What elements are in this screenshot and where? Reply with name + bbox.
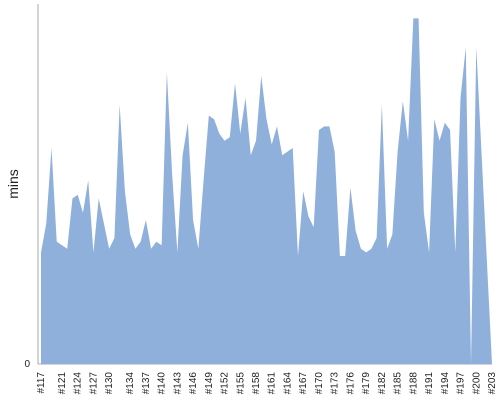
x-tick-label: #161 bbox=[267, 372, 278, 395]
x-tick-label: #137 bbox=[141, 372, 152, 395]
x-tick-label: #127 bbox=[88, 372, 99, 395]
y-axis-title: mins bbox=[5, 169, 21, 199]
x-tick-labels: #117 #121 #124 #127 #130 #134 #137 #140 #143 #146… bbox=[36, 372, 498, 395]
area-series-path bbox=[41, 18, 492, 365]
x-tick-label: #152 bbox=[220, 372, 231, 395]
x-tick-label: #185 bbox=[393, 372, 404, 395]
x-tick-label: #176 bbox=[345, 372, 356, 395]
x-tick-label: #188 bbox=[408, 372, 419, 395]
x-tick-label: #182 bbox=[377, 372, 388, 395]
x-tick-label: #164 bbox=[282, 372, 293, 395]
x-tick-label: #179 bbox=[361, 372, 372, 395]
x-tick-label: #173 bbox=[330, 372, 341, 395]
x-tick-label: #117 bbox=[36, 372, 47, 394]
x-tick-label: #121 bbox=[57, 372, 68, 395]
x-tick-label: #140 bbox=[157, 372, 168, 395]
x-tick-label: #134 bbox=[125, 372, 136, 395]
x-tick-label: #155 bbox=[235, 372, 246, 395]
x-tick-label: #194 bbox=[440, 372, 451, 395]
x-tick-label: #143 bbox=[172, 372, 183, 395]
x-tick-label: #146 bbox=[188, 372, 199, 395]
x-tick-label: #203 bbox=[487, 372, 498, 395]
x-tick-label: #158 bbox=[251, 372, 262, 395]
x-tick-label: #149 bbox=[204, 372, 215, 395]
y-tick-label-zero: 0 bbox=[24, 359, 30, 370]
x-tick-label: #167 bbox=[298, 372, 309, 395]
x-tick-label: #124 bbox=[73, 372, 84, 395]
x-tick-label: #170 bbox=[314, 372, 325, 395]
x-tick-label: #197 bbox=[456, 372, 467, 395]
area-series bbox=[41, 18, 492, 365]
x-tick-label: #191 bbox=[424, 372, 435, 395]
x-tick-label: #200 bbox=[471, 372, 482, 395]
x-tick-label: #130 bbox=[104, 372, 115, 395]
